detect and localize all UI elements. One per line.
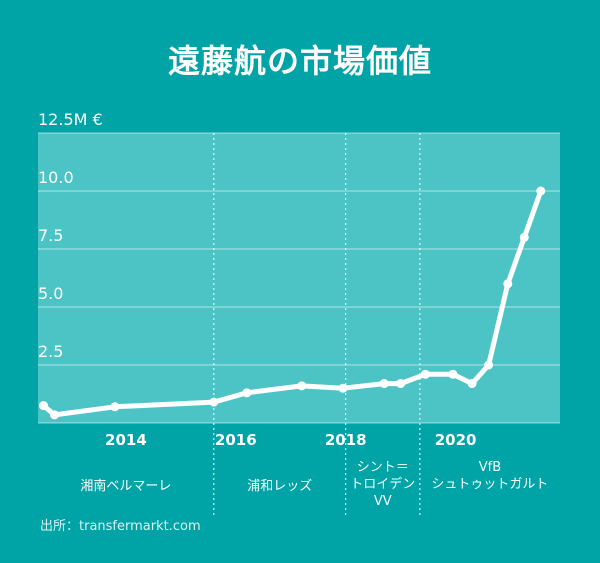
club-label: シント＝ — [357, 460, 409, 475]
data-point — [467, 379, 477, 389]
y-tick-label: 12.5M € — [38, 110, 103, 129]
y-tick-label: 2.5 — [38, 342, 63, 361]
x-tick-label: 2018 — [325, 431, 367, 449]
data-point — [49, 410, 59, 420]
club-label: 湘南ベルマーレ — [80, 478, 171, 494]
y-tick-label: 5.0 — [38, 284, 63, 303]
y-axis-ticks: 12.5M € 10.0 7.5 5.0 2.5 — [38, 110, 103, 361]
club-labels: 湘南ベルマーレ 浦和レッズ シント＝トロイデン VV VfB シュトゥットガルト — [80, 460, 548, 509]
data-point — [297, 381, 307, 391]
club-label: トロイデン — [350, 476, 415, 492]
data-point — [379, 379, 389, 389]
data-point — [484, 360, 494, 370]
y-tick-label: 10.0 — [38, 168, 74, 187]
source-note: 出所：transfermarkt.com — [40, 519, 201, 534]
y-tick-label: 7.5 — [38, 226, 63, 245]
data-point — [396, 379, 406, 389]
data-point — [503, 279, 513, 289]
club-label: VfB — [479, 460, 501, 475]
data-point — [242, 388, 252, 398]
club-label: 浦和レッズ — [247, 478, 312, 494]
series-points — [38, 186, 546, 420]
x-tick-label: 2014 — [105, 431, 147, 449]
data-point — [338, 383, 348, 393]
data-point — [38, 401, 48, 411]
x-axis-ticks: 2014 2016 2018 2020 — [105, 431, 476, 449]
data-point — [110, 402, 120, 412]
data-point — [448, 369, 458, 379]
data-point — [420, 369, 430, 379]
x-tick-label: 2016 — [215, 431, 257, 449]
x-tick-label: 2020 — [435, 431, 477, 449]
club-label: シュトゥットガルト — [431, 477, 548, 492]
data-point — [536, 186, 546, 196]
data-point — [209, 397, 219, 407]
data-point — [519, 232, 529, 242]
plot-area — [38, 133, 560, 423]
club-dividers — [213, 133, 421, 515]
club-label: VV — [374, 494, 392, 509]
chart-title: 遠藤航の市場価値 — [167, 42, 432, 80]
grid-lines — [38, 132, 560, 424]
series-line — [41, 188, 544, 418]
